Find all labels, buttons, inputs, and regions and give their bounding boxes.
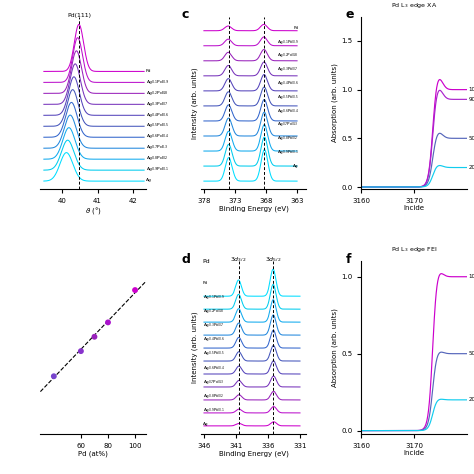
Text: Pd L$_3$ edge XA: Pd L$_3$ edge XA [391, 0, 437, 9]
Text: Pd: Pd [146, 69, 151, 73]
Text: f: f [346, 253, 351, 266]
Text: Pd L$_3$ edge FEI: Pd L$_3$ edge FEI [391, 246, 438, 255]
Text: Pd: Pd [202, 259, 210, 264]
Text: Ag$_{0.2}$Pd$_{0.8}$: Ag$_{0.2}$Pd$_{0.8}$ [146, 89, 169, 97]
Text: d: d [182, 253, 191, 266]
Text: Ag$_{0.9}$Pd$_{0.1}$: Ag$_{0.9}$Pd$_{0.1}$ [146, 165, 169, 173]
Text: Ag: Ag [203, 422, 208, 426]
Text: Ag$_{0.7}$Pd$_{0.3}$: Ag$_{0.7}$Pd$_{0.3}$ [277, 120, 298, 128]
Text: Ag$_{0.4}$Pd$_{0.6}$: Ag$_{0.4}$Pd$_{0.6}$ [146, 110, 169, 118]
Text: Ag$_{0.9}$Pd$_{0.1}$: Ag$_{0.9}$Pd$_{0.1}$ [203, 406, 224, 414]
Text: Ag$_{0.6}$Pd$_{0.4}$: Ag$_{0.6}$Pd$_{0.4}$ [276, 107, 298, 115]
Text: Ag$_{0.8}$Pd$_{0.2}$: Ag$_{0.8}$Pd$_{0.2}$ [146, 155, 168, 163]
Text: Ag$_{0.6}$Pd$_{0.4}$: Ag$_{0.6}$Pd$_{0.4}$ [146, 132, 169, 140]
Text: Ag$_{0.7}$Pd$_{0.3}$: Ag$_{0.7}$Pd$_{0.3}$ [203, 378, 224, 386]
X-axis label: Incide: Incide [403, 450, 425, 456]
Point [131, 286, 139, 294]
Text: Ag$_{0.2}$Pd$_{0.8}$: Ag$_{0.2}$Pd$_{0.8}$ [277, 51, 298, 59]
Point [23, 401, 30, 409]
X-axis label: Binding Energy (eV): Binding Energy (eV) [219, 205, 289, 212]
Text: Ag$_{0.4}$Pd$_{0.6}$: Ag$_{0.4}$Pd$_{0.6}$ [276, 79, 298, 87]
Text: Ag$_{0.8}$Pd$_{0.2}$: Ag$_{0.8}$Pd$_{0.2}$ [203, 392, 224, 400]
Text: c: c [182, 8, 189, 21]
Text: 50%: 50% [468, 136, 474, 141]
Text: 20%: 20% [468, 165, 474, 170]
X-axis label: Binding Energy (eV): Binding Energy (eV) [219, 450, 289, 456]
Text: Ag$_{0.1}$Pd$_{0.9}$: Ag$_{0.1}$Pd$_{0.9}$ [277, 37, 298, 46]
Text: Ag$_{0.3}$Pd$_{0.7}$: Ag$_{0.3}$Pd$_{0.7}$ [146, 100, 169, 108]
Text: Pd: Pd [293, 26, 298, 30]
Text: Ag: Ag [293, 164, 298, 168]
X-axis label: $\vartheta$ (°): $\vartheta$ (°) [84, 205, 101, 216]
Y-axis label: Absorption (arb. units): Absorption (arb. units) [332, 64, 338, 142]
Text: $3d_{3/2}$: $3d_{3/2}$ [230, 256, 247, 264]
Text: 100%: 100% [468, 274, 474, 279]
Text: 100%: 100% [468, 87, 474, 92]
X-axis label: Incide: Incide [403, 205, 425, 211]
Point [77, 347, 85, 355]
Text: Ag: Ag [146, 178, 152, 182]
Point [50, 373, 58, 380]
Text: Ag$_{0.9}$Pd$_{0.1}$: Ag$_{0.9}$Pd$_{0.1}$ [277, 148, 298, 156]
Text: e: e [346, 8, 354, 21]
Text: 50%: 50% [468, 351, 474, 356]
Text: Ag$_{0.5}$Pd$_{0.5}$: Ag$_{0.5}$Pd$_{0.5}$ [277, 93, 298, 101]
Text: Ag$_{0.3}$Pd$_{0.7}$: Ag$_{0.3}$Pd$_{0.7}$ [277, 65, 298, 73]
Text: Ag$_{0.6}$Pd$_{0.4}$: Ag$_{0.6}$Pd$_{0.4}$ [203, 364, 225, 372]
Text: Ag$_{0.2}$Pd$_{0.8}$: Ag$_{0.2}$Pd$_{0.8}$ [203, 307, 224, 315]
Text: Ag$_{0.7}$Pd$_{0.3}$: Ag$_{0.7}$Pd$_{0.3}$ [146, 144, 169, 151]
Text: Ag$_{0.3}$Pd$_{0.7}$: Ag$_{0.3}$Pd$_{0.7}$ [203, 321, 224, 329]
Text: Ag$_{0.5}$Pd$_{0.5}$: Ag$_{0.5}$Pd$_{0.5}$ [203, 349, 224, 357]
Text: $3d_{5/2}$: $3d_{5/2}$ [265, 256, 281, 264]
Point [104, 319, 112, 326]
X-axis label: Pd (at%): Pd (at%) [78, 450, 108, 456]
Text: Ag$_{0.5}$Pd$_{0.5}$: Ag$_{0.5}$Pd$_{0.5}$ [146, 121, 169, 129]
Text: Ag$_{0.8}$Pd$_{0.2}$: Ag$_{0.8}$Pd$_{0.2}$ [277, 134, 298, 142]
Point [91, 333, 98, 340]
Text: 20%: 20% [468, 397, 474, 402]
Y-axis label: Intensity (arb. units): Intensity (arb. units) [191, 312, 198, 383]
Y-axis label: Intensity (arb. units): Intensity (arb. units) [191, 67, 198, 138]
Text: 90%: 90% [468, 97, 474, 102]
Text: Ag$_{0.1}$Pd$_{0.9}$: Ag$_{0.1}$Pd$_{0.9}$ [146, 78, 169, 86]
Text: Pd(111): Pd(111) [67, 13, 91, 18]
Text: Ag$_{0.1}$Pd$_{0.9}$: Ag$_{0.1}$Pd$_{0.9}$ [203, 293, 224, 301]
Text: Ag$_{0.4}$Pd$_{0.6}$: Ag$_{0.4}$Pd$_{0.6}$ [203, 335, 225, 343]
Y-axis label: Absorption (arb. units): Absorption (arb. units) [332, 308, 338, 387]
Text: Pd: Pd [203, 281, 208, 285]
